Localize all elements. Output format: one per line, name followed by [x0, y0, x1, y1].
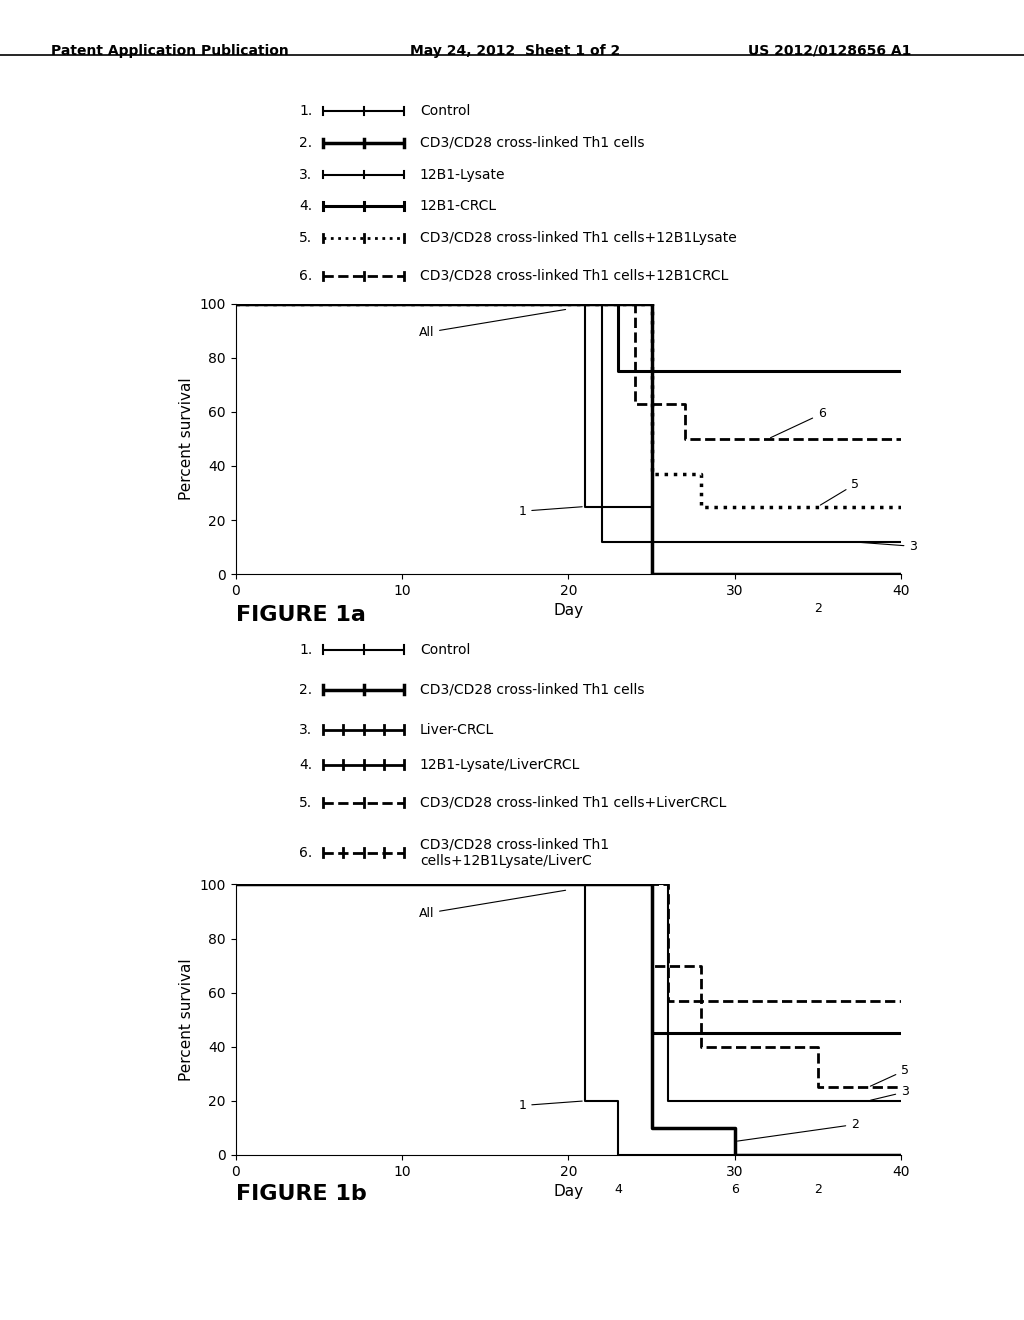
Text: CD3/CD28 cross-linked Th1 cells+12B1Lysate: CD3/CD28 cross-linked Th1 cells+12B1Lysa… [420, 231, 736, 246]
Text: 3.: 3. [299, 723, 312, 737]
Text: 6.: 6. [299, 846, 312, 859]
Text: Liver-CRCL: Liver-CRCL [420, 723, 495, 737]
Text: 5.: 5. [299, 796, 312, 809]
Text: CD3/CD28 cross-linked Th1 cells: CD3/CD28 cross-linked Th1 cells [420, 682, 644, 697]
X-axis label: Day: Day [553, 603, 584, 619]
Text: CD3/CD28 cross-linked Th1 cells+LiverCRCL: CD3/CD28 cross-linked Th1 cells+LiverCRC… [420, 796, 726, 809]
Text: 2.: 2. [299, 682, 312, 697]
Text: 6: 6 [731, 1183, 738, 1196]
Text: Patent Application Publication: Patent Application Publication [51, 44, 289, 58]
Text: 4: 4 [614, 1183, 623, 1196]
Text: 2: 2 [814, 1183, 822, 1196]
Text: CD3/CD28 cross-linked Th1 cells: CD3/CD28 cross-linked Th1 cells [420, 136, 644, 150]
Text: 1.: 1. [299, 643, 312, 656]
Text: 12B1-Lysate: 12B1-Lysate [420, 168, 505, 182]
Y-axis label: Percent survival: Percent survival [179, 958, 194, 1081]
Text: CD3/CD28 cross-linked Th1 cells+12B1CRCL: CD3/CD28 cross-linked Th1 cells+12B1CRCL [420, 269, 728, 282]
Text: 1.: 1. [299, 104, 312, 119]
Text: 12B1-CRCL: 12B1-CRCL [420, 199, 497, 214]
Text: US 2012/0128656 A1: US 2012/0128656 A1 [748, 44, 911, 58]
Text: 5.: 5. [299, 231, 312, 246]
Text: 2.: 2. [299, 136, 312, 150]
Text: CD3/CD28 cross-linked Th1
cells+12B1Lysate/LiverC: CD3/CD28 cross-linked Th1 cells+12B1Lysa… [420, 838, 609, 867]
Text: May 24, 2012  Sheet 1 of 2: May 24, 2012 Sheet 1 of 2 [410, 44, 620, 58]
X-axis label: Day: Day [553, 1184, 584, 1200]
Text: 2: 2 [737, 1118, 859, 1140]
Text: 5: 5 [870, 1064, 909, 1086]
Text: 6: 6 [770, 408, 825, 438]
Text: 4.: 4. [299, 199, 312, 214]
Text: 12B1-Lysate/LiverCRCL: 12B1-Lysate/LiverCRCL [420, 758, 581, 772]
Text: 3: 3 [854, 540, 918, 553]
Text: 4.: 4. [299, 758, 312, 772]
Text: All: All [419, 890, 565, 920]
Text: Control: Control [420, 104, 470, 119]
Y-axis label: Percent survival: Percent survival [179, 378, 194, 500]
Text: 5: 5 [820, 478, 859, 506]
Text: 1: 1 [518, 504, 583, 517]
Text: Control: Control [420, 643, 470, 656]
Text: 3.: 3. [299, 168, 312, 182]
Text: FIGURE 1a: FIGURE 1a [236, 605, 366, 624]
Text: All: All [419, 309, 565, 339]
Text: 1: 1 [518, 1100, 583, 1111]
Text: 3: 3 [870, 1085, 909, 1101]
Text: FIGURE 1b: FIGURE 1b [236, 1184, 367, 1204]
Text: 2: 2 [814, 602, 822, 615]
Text: 6.: 6. [299, 269, 312, 282]
